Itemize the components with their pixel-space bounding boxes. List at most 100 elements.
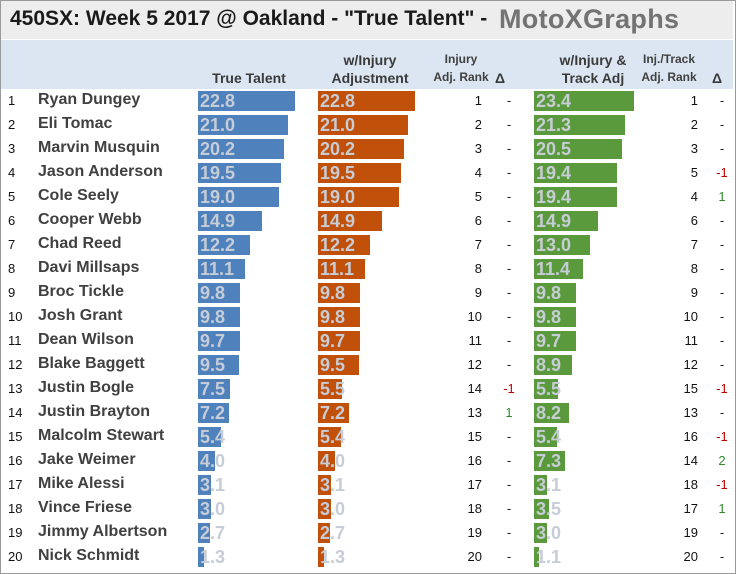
track-adj-value-label: 5.5	[536, 379, 562, 399]
rider-name: Vince Friese	[38, 499, 132, 516]
injury-adj-value-label: 3.0	[320, 499, 346, 519]
track-delta: 1	[718, 189, 726, 204]
track-adj-bar	[534, 235, 590, 255]
track-delta: -	[719, 549, 725, 564]
true-talent-bar	[198, 331, 240, 351]
injury-delta: -	[506, 165, 512, 180]
injury-adj-bar	[318, 163, 402, 183]
injury-adj-value-label: 11.1	[320, 259, 355, 279]
rider-name: Broc Tickle	[38, 283, 124, 300]
true-talent-value-label: 7.2	[200, 403, 226, 423]
rank-number: 5	[8, 189, 16, 204]
track-adj-rank: 20	[683, 549, 698, 564]
true-talent-value-label: 9.8	[200, 307, 226, 327]
injury-adj-value-label: 9.5	[320, 355, 346, 375]
track-adj-value-label: 21.3	[536, 115, 572, 135]
true-talent-value-label: 19.5	[200, 163, 236, 183]
injury-delta: -	[506, 501, 512, 516]
rider-name: Jimmy Albertson	[38, 523, 168, 540]
track-adj-value-label: 5.4	[536, 427, 562, 447]
true-talent-bar	[198, 235, 251, 255]
injury-adj-rank: 16	[467, 453, 482, 468]
injury-adj-rank: 1	[474, 93, 482, 108]
track-delta: -	[719, 333, 725, 348]
rider-name: Jason Anderson	[38, 163, 163, 180]
injury-adj-value-label: 3.1	[320, 475, 346, 495]
track-adj-rank: 11	[684, 333, 699, 348]
injury-delta: -	[506, 477, 512, 492]
track-adj-value-label: 13.0	[536, 235, 572, 255]
injury-adj-bar	[318, 211, 382, 231]
injury-adj-rank: 3	[474, 141, 482, 156]
track-adj-rank: 19	[683, 525, 698, 540]
true-talent-value-label: 5.4	[200, 427, 226, 447]
injury-adj-bar	[318, 475, 332, 495]
rank-number: 1	[8, 93, 16, 108]
track-adj-bar	[534, 379, 558, 399]
track-delta: -1	[716, 477, 728, 492]
track-adj-bar	[534, 139, 622, 159]
rider-name: Cole Seely	[38, 187, 119, 204]
rider-name: Malcolm Stewart	[38, 427, 165, 444]
header-injury-rank-line2: Adj. Rank	[433, 70, 489, 84]
track-delta: -	[719, 285, 725, 300]
rank-number: 13	[8, 381, 23, 396]
rank-number: 11	[8, 333, 22, 348]
table-row: 16 Jake Weimer 4.0 4.0 7.3 16 - 14 2	[0, 449, 736, 473]
rider-name: Justin Brayton	[38, 403, 151, 420]
track-adj-bar	[534, 91, 634, 111]
table-row: 4 Jason Anderson 19.5 19.5 19.4 4 - 5 -1	[0, 161, 736, 185]
injury-adj-bar	[318, 379, 342, 399]
rank-number: 10	[8, 309, 23, 324]
brand-logo-text: MotoXGraphs	[499, 4, 680, 34]
rider-name: Ryan Dungey	[38, 91, 141, 108]
injury-delta: -	[506, 141, 512, 156]
header-injury-delta: Δ	[494, 70, 506, 86]
injury-adj-value-label: 12.2	[320, 235, 356, 255]
table-row: 19 Jimmy Albertson 2.7 2.7 3.0 19 - 19 -	[0, 521, 736, 545]
injury-adj-value-label: 5.5	[320, 379, 346, 399]
injury-adj-value-label: 21.0	[320, 115, 356, 135]
track-adj-bar	[534, 331, 576, 351]
track-delta: -1	[716, 381, 728, 396]
true-talent-value-label: 20.2	[200, 139, 236, 159]
rank-number: 14	[8, 405, 23, 420]
track-adj-rank: 3	[690, 141, 698, 156]
rider-name: Jake Weimer	[38, 451, 136, 468]
header-true-talent: True Talent	[212, 70, 286, 86]
rank-number: 16	[8, 453, 23, 468]
injury-adj-bar	[318, 187, 400, 207]
injury-adj-value-label: 7.2	[320, 403, 346, 423]
track-adj-rank: 4	[690, 189, 698, 204]
injury-adj-bar	[318, 451, 336, 471]
injury-delta: -	[506, 453, 512, 468]
injury-adj-bar	[318, 139, 405, 159]
true-talent-bar	[198, 211, 262, 231]
rider-name: Josh Grant	[38, 307, 123, 324]
injury-delta: -	[506, 261, 512, 276]
injury-delta: -	[506, 429, 512, 444]
injury-adj-rank: 4	[474, 165, 482, 180]
track-adj-rank: 6	[690, 213, 698, 228]
true-talent-value-label: 14.9	[200, 211, 236, 231]
track-adj-rank: 8	[690, 261, 698, 276]
injury-delta: -	[506, 357, 512, 372]
table-row: 20 Nick Schmidt 1.3 1.3 1.1 20 - 20 -	[0, 545, 736, 569]
rank-number: 17	[8, 477, 23, 492]
injury-adj-value-label: 20.2	[320, 139, 356, 159]
injury-adj-bar	[318, 283, 360, 303]
table-row: 1 Ryan Dungey 22.8 22.8 23.4 1 - 1 -	[0, 89, 736, 113]
header-track-line1: w/Injury &	[559, 52, 627, 68]
true-talent-bar	[198, 523, 210, 543]
injury-adj-rank: 6	[474, 213, 482, 228]
track-adj-value-label: 9.7	[536, 331, 562, 351]
true-talent-bar	[198, 499, 211, 519]
injury-adj-bar	[318, 235, 371, 255]
track-delta: -	[719, 93, 725, 108]
track-adj-value-label: 19.4	[536, 187, 572, 207]
track-adj-value-label: 9.8	[536, 283, 562, 303]
track-delta: -	[719, 213, 725, 228]
track-adj-bar	[534, 403, 569, 423]
injury-delta: -	[506, 117, 512, 132]
true-talent-value-label: 9.8	[200, 283, 226, 303]
